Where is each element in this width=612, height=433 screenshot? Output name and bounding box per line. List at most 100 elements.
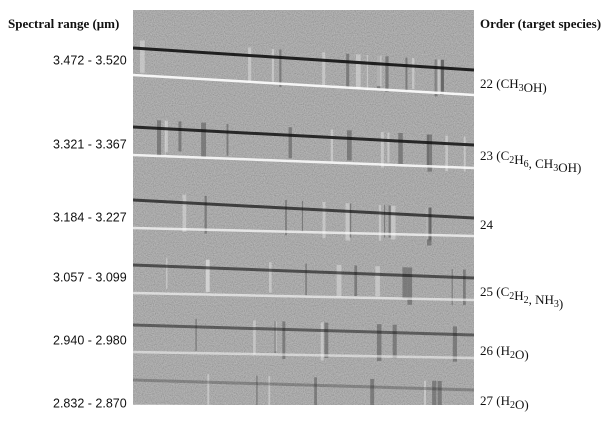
label-text: O) (515, 397, 529, 412)
absorption-line (380, 132, 384, 168)
label-text: , NH (529, 292, 554, 307)
absorption-line (268, 262, 272, 293)
dark-trace (133, 323, 474, 337)
dark-trace (133, 46, 474, 72)
bright-trace (133, 350, 474, 360)
subscript: 3 (554, 299, 559, 310)
absorption-line (370, 378, 375, 405)
absorption-line (164, 120, 166, 156)
absorption-line (426, 134, 429, 168)
absorption-line (165, 120, 168, 152)
absorption-line (322, 52, 326, 86)
absorption-line (376, 324, 382, 361)
absorption-line (157, 120, 162, 156)
spectral-range: 3.472 - 3.520 (53, 53, 127, 67)
subscript: 3 (519, 83, 524, 94)
dark-trace (133, 125, 474, 147)
absorption-line (349, 203, 352, 238)
absorption-line (428, 207, 432, 241)
subscript: 2 (510, 400, 515, 411)
absorption-line (201, 122, 207, 158)
order-label: 24 (480, 217, 494, 232)
spectral-range: 2.832 - 2.870 (53, 396, 127, 410)
absorption-line (248, 47, 252, 83)
subscript: 3 (553, 163, 558, 174)
absorption-line (387, 132, 390, 163)
order-label: 26 (H2O) (480, 343, 529, 362)
absorption-line (324, 322, 329, 358)
label-text: , CH (529, 156, 554, 171)
absorption-line (314, 377, 317, 405)
label-text: OH) (558, 160, 581, 175)
absorption-line (320, 322, 324, 361)
absorption-line (336, 264, 342, 297)
absorption-line (330, 129, 334, 163)
absorption-line (463, 136, 466, 172)
range-header: Spectral range (μm) (8, 16, 119, 31)
absorption-line (256, 375, 258, 405)
absorption-line (436, 59, 442, 93)
absorption-line (195, 318, 197, 352)
label-text: 23 (C (480, 148, 509, 163)
absorption-line (279, 49, 282, 87)
label-text: OH) (524, 80, 547, 95)
absorption-line (288, 127, 292, 159)
absorption-line (398, 133, 403, 164)
label-text: 22 (CH (480, 76, 519, 91)
absorption-line (434, 59, 438, 97)
subscript: 2 (524, 295, 529, 306)
absorption-line (385, 56, 389, 92)
absorption-line (432, 380, 437, 405)
absorption-line (437, 380, 442, 405)
bright-trace (133, 226, 474, 238)
absorption-line (178, 121, 182, 152)
absorption-line (451, 269, 453, 306)
subscript: 2 (509, 291, 514, 302)
label-text: H (514, 152, 523, 167)
subscript: 2 (509, 155, 514, 166)
absorption-line (305, 263, 307, 296)
absorption-line (166, 258, 168, 289)
dark-trace (133, 263, 474, 280)
absorption-line (285, 200, 287, 236)
spectral-range: 3.321 - 3.367 (53, 137, 127, 151)
label-text: 25 (C (480, 284, 509, 299)
label-text: H (514, 288, 523, 303)
absorption-line (268, 375, 271, 405)
absorption-line (377, 55, 382, 87)
absorption-line (182, 194, 187, 232)
absorption-line (388, 205, 392, 238)
absorption-line (140, 40, 145, 73)
absorption-line (253, 320, 256, 355)
absorption-line (205, 259, 210, 292)
order-label: 27 (H2O) (480, 393, 529, 412)
label-text: ) (559, 296, 563, 311)
absorption-line (347, 130, 352, 161)
spectrum-image (133, 10, 474, 405)
absorption-line (384, 205, 386, 238)
absorption-line (402, 267, 408, 299)
subscript: 2 (510, 350, 515, 361)
absorption-line (392, 324, 397, 359)
absorption-line (427, 134, 433, 172)
bright-trace (133, 73, 474, 97)
labels: 3.472 - 3.520 3.321 - 3.367 3.184 - 3.227 3… (53, 53, 581, 412)
label-text: 26 (H (480, 343, 510, 358)
absorption-line (301, 200, 304, 232)
absorption-line (463, 269, 466, 305)
absorption-line (282, 321, 286, 360)
absorption-line (426, 207, 430, 240)
absorption-line (366, 55, 369, 91)
absorption-line (375, 266, 380, 297)
dark-trace (133, 378, 474, 392)
absorption-line (378, 204, 382, 241)
label-text: O) (515, 347, 529, 362)
absorption-line (346, 53, 350, 88)
absorption-line (274, 321, 276, 354)
absorption-line (204, 195, 207, 234)
absorption-line (423, 380, 427, 405)
label-text: 24 (480, 217, 494, 232)
absorption-line (345, 203, 351, 241)
absorption-line (354, 265, 358, 297)
